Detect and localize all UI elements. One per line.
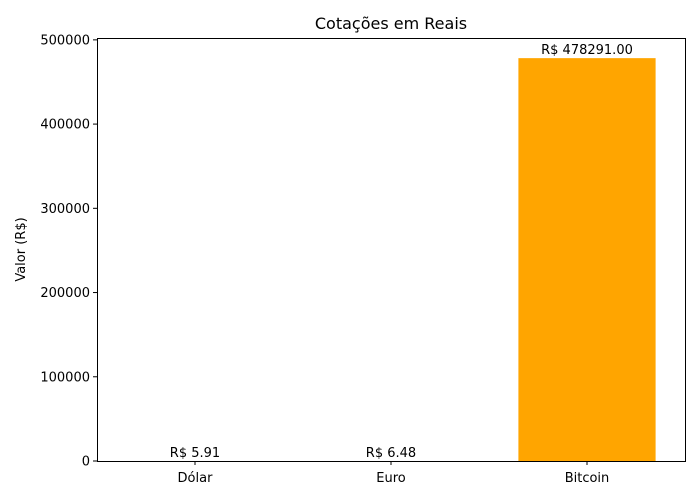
data-label: R$ 6.48 — [366, 446, 416, 461]
data-label: R$ 478291.00 — [541, 43, 633, 58]
x-tick-label: Euro — [376, 471, 406, 486]
y-tick-label: 500000 — [40, 33, 90, 48]
y-tick-label: 100000 — [40, 370, 90, 385]
x-tick-label: Dólar — [178, 471, 214, 486]
data-label: R$ 5.91 — [170, 446, 220, 461]
chart-title: Cotações em Reais — [315, 14, 467, 33]
y-tick-label: 0 — [82, 455, 90, 470]
y-axis-title: Valor (R$) — [14, 217, 29, 281]
bar-bitcoin — [518, 58, 655, 461]
y-tick-label: 400000 — [40, 118, 90, 133]
x-tick-label: Bitcoin — [565, 471, 610, 486]
y-tick-label: 200000 — [40, 286, 90, 301]
y-tick-label: 300000 — [40, 202, 90, 217]
